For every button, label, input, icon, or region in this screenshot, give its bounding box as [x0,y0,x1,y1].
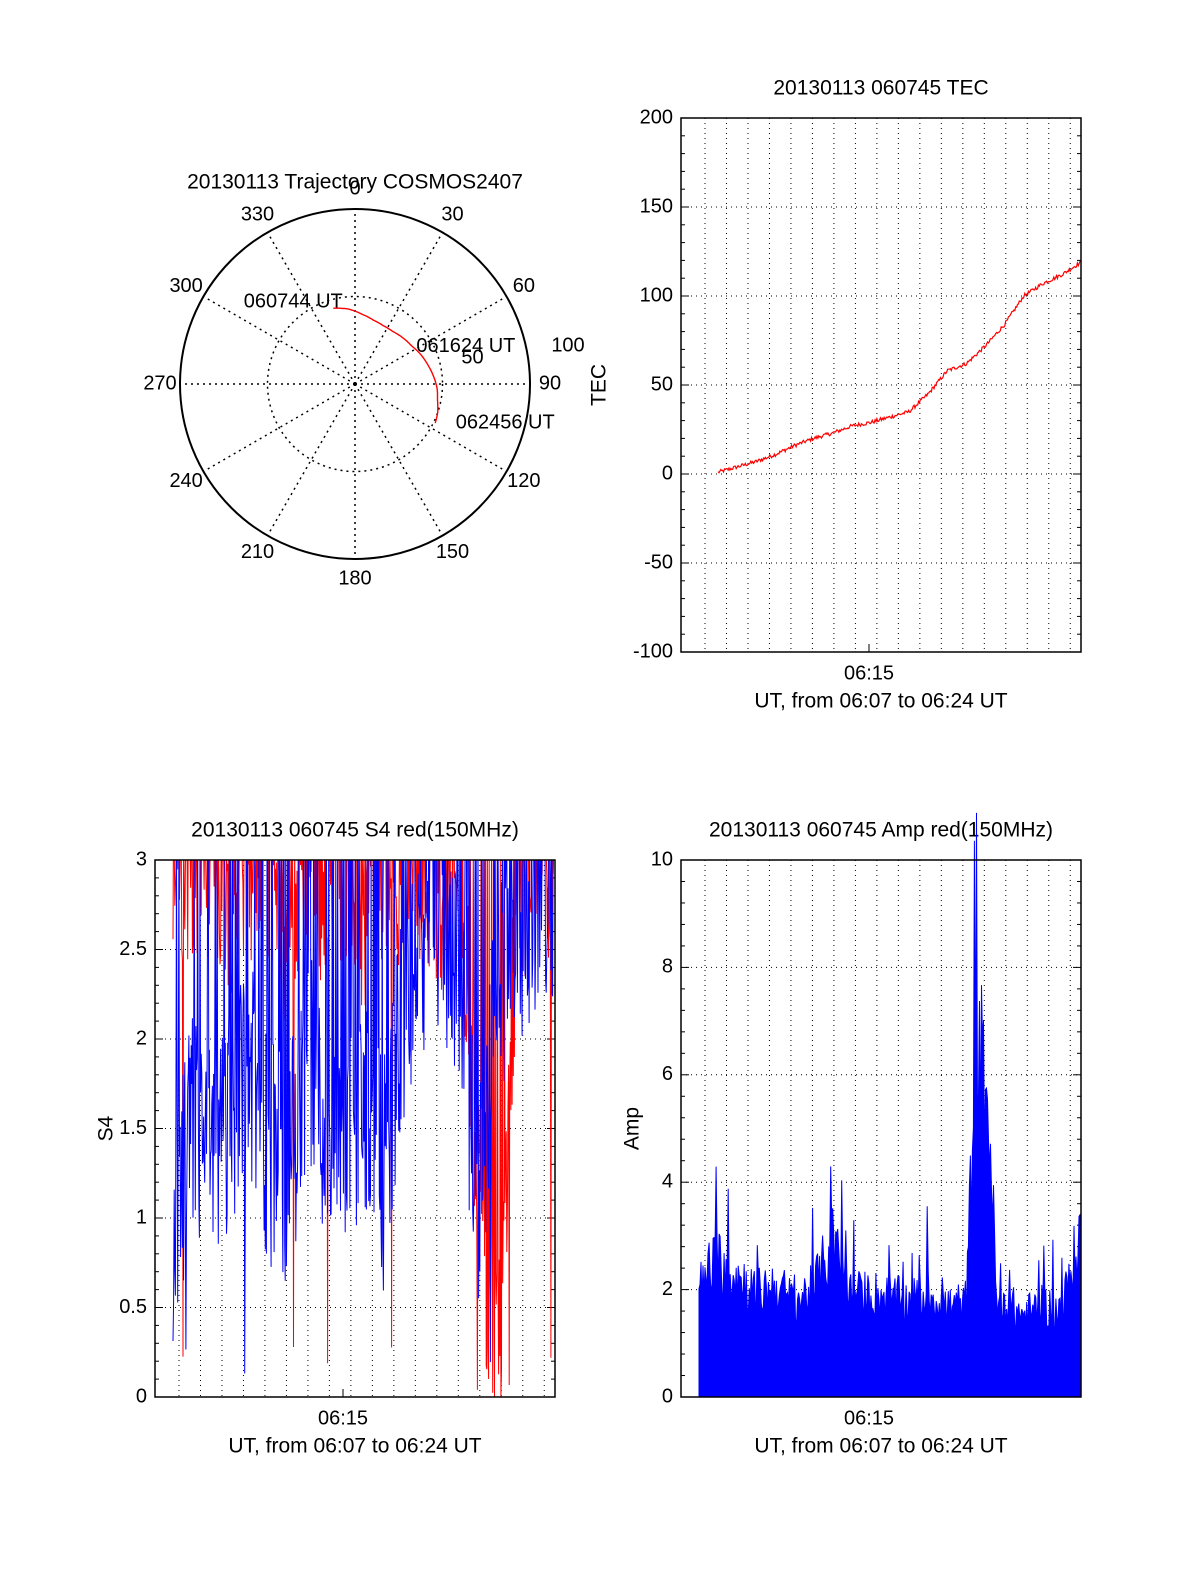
azimuth-label: 180 [338,567,371,589]
azimuth-label: 270 [143,372,176,394]
azimuth-label: 150 [436,541,469,563]
y-tick-label: 100 [640,284,673,306]
x-tick-label: 06:15 [844,1407,894,1429]
azimuth-label: 210 [241,541,274,563]
azimuth-label: 30 [441,203,463,225]
y-tick-label: 2 [662,1278,673,1300]
y-tick-label: 2.5 [119,938,147,960]
polar-spoke [203,295,356,385]
azimuth-label: 90 [539,372,561,394]
trajectory-time-label: 060744 UT [244,291,343,313]
y-tick-label: -100 [633,640,673,662]
y-tick-label: 4 [662,1170,673,1192]
y-tick-label: 6 [662,1063,673,1085]
trajectory-time-label: 061624 UT [416,335,515,357]
amp-bars [698,812,1082,1398]
y-tick-label: 10 [651,848,673,870]
azimuth-label: 60 [513,275,535,297]
y-tick-label: 200 [640,106,673,128]
plot-frame [680,117,1082,653]
y-tick-label: 1.5 [119,1117,147,1139]
s4-series [172,860,554,1397]
tec-chart: 20130113 060745 TEC -100 -50 0 50 100 150 200 06… [588,77,1082,713]
azimuth-label: 330 [241,203,274,225]
azimuth-label: 120 [507,470,540,492]
y-tick-label: 3 [136,848,147,870]
x-axis-label: UT, from 06:07 to 06:24 UT [754,1435,1007,1458]
trajectory-line [333,307,439,424]
y-tick-label: 2 [136,1027,147,1049]
x-axis-label: UT, from 06:07 to 06:24 UT [228,1435,481,1458]
trajectory-time-label: 062456 UT [456,411,555,433]
y-tick-label: 0 [136,1385,147,1407]
y-tick-label: 0.5 [119,1296,147,1318]
ring-label: 50 [461,346,483,368]
polar-spoke [354,295,507,385]
polar-inner-ring [266,295,444,473]
y-tick-label: 0 [662,462,673,484]
y-axis-label: S4 [95,1115,118,1141]
s4-blue-line [172,860,554,1374]
chart-title: 20130113 060745 Amp red(150MHz) [709,819,1053,842]
y-tick-label: 8 [662,956,673,978]
y-tick-label: 50 [651,373,673,395]
chart-title: 20130113 Trajectory COSMOS2407 [187,171,523,194]
y-tick-label: -50 [644,551,673,573]
polar-spoke [354,232,444,385]
chart-title: 20130113 060745 TEC [773,77,988,100]
azimuth-label: 240 [169,470,202,492]
y-tick-label: 0 [662,1385,673,1407]
polar-spoke [203,383,356,473]
polar-spoke [266,383,356,536]
plot-frame [154,859,556,1398]
amp-series [698,812,1082,1398]
y-tick-label: 150 [640,195,673,217]
x-tick-label: 06:15 [318,1407,368,1429]
chart-title: 20130113 060745 S4 red(150MHz) [191,819,519,842]
x-axis-label: UT, from 06:07 to 06:24 UT [754,690,1007,713]
amp-chart: 20130113 060745 Amp red(150MHz) 0 2 4 6 8 10 06… [621,812,1082,1458]
x-tick-label: 06:15 [844,662,894,684]
azimuth-label: 300 [169,275,202,297]
ring-label: 100 [551,334,584,356]
polar-spoke [354,383,444,536]
y-axis-label: TEC [588,364,611,406]
s4-chart: 20130113 060745 S4 red(150MHz) 0 0.5 1 1.5 2 2… [95,819,556,1458]
polar-spoke [354,383,507,473]
azimuth-label: 0 [349,177,360,199]
y-tick-label: 1 [136,1206,147,1228]
tec-series-line [717,260,1082,474]
plot-frame [680,859,1082,1398]
polar-spoke [266,232,356,385]
y-axis-label: Amp [621,1107,644,1150]
